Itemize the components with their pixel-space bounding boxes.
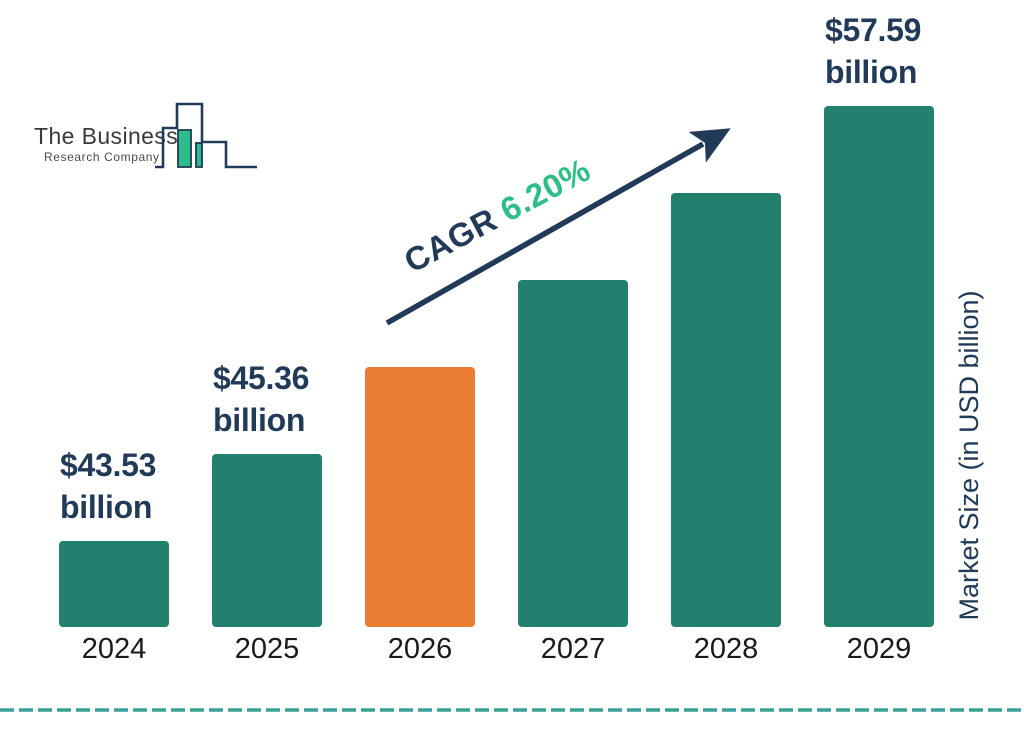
brand-subname: Research Company [44,150,160,164]
bar-2028 [671,193,781,627]
value-unit: billion [60,489,153,525]
x-tick-2024: 2024 [81,633,147,665]
x-tick-2025: 2025 [234,633,300,665]
bar-2025 [212,454,322,627]
brand-logo: The Business Research Company [30,95,265,180]
bar-2026 [365,367,475,627]
value-amount: $43.53 [60,447,157,483]
bar-2029 [824,106,934,627]
x-tick-2026: 2026 [387,633,453,665]
bottom-dashed-divider [0,708,1024,712]
growth-arrow [385,128,731,326]
value-unit: billion [825,54,918,90]
value-label-2029: $57.59 billion [825,9,921,93]
bar-chart-logo-icon [155,102,257,169]
y-axis-label: Market Size (in USD billion) [954,290,984,621]
x-tick-2027: 2027 [540,633,606,665]
value-label-2025: $45.36 billion [213,357,309,441]
x-tick-2029: 2029 [846,633,912,665]
value-amount: $45.36 [213,360,310,396]
value-unit: billion [213,402,306,438]
value-label-2024: $43.53 billion [60,444,156,528]
bar-2024 [59,541,169,627]
x-tick-2028: 2028 [693,633,759,665]
bar-2027 [518,280,628,627]
brand-name: The Business [34,123,179,149]
value-amount: $57.59 [825,12,922,48]
